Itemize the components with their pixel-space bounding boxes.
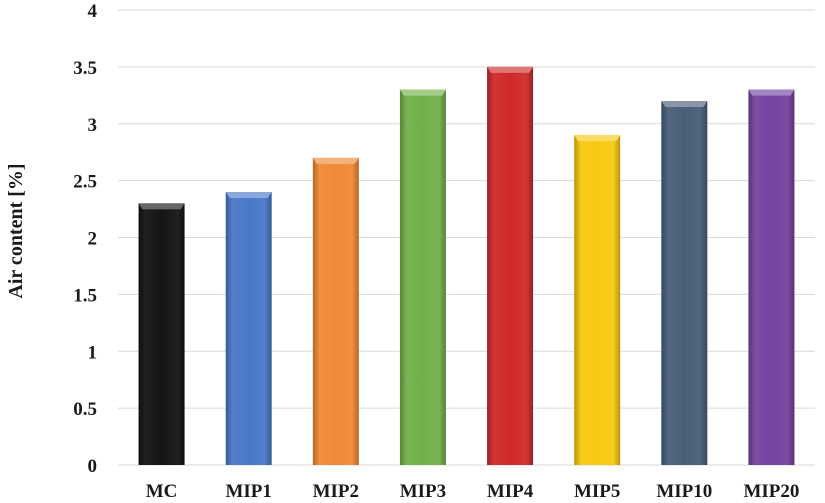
bar-bevel <box>312 157 359 164</box>
bar-bevel <box>225 192 272 198</box>
y-tick-label: 3 <box>88 115 98 136</box>
bar-bevel <box>487 66 534 73</box>
y-tick-label: 1 <box>88 342 98 363</box>
y-tick-label: 4 <box>88 1 98 22</box>
bar-mip5 <box>574 135 621 465</box>
bar-mip3 <box>399 89 446 465</box>
x-tick-label: MIP1 <box>225 481 271 502</box>
y-tick-label: 0 <box>88 456 98 477</box>
gridlines <box>118 9 815 466</box>
y-tick-label: 1.5 <box>73 285 97 306</box>
x-tick-label: MIP5 <box>574 481 620 502</box>
y-tick-label: 2 <box>88 229 98 250</box>
bar-mip2 <box>312 157 359 465</box>
bars <box>138 66 795 465</box>
bar-bevel <box>138 203 185 210</box>
y-tick-label: 3.5 <box>73 58 97 79</box>
bar-mip20 <box>748 89 795 465</box>
bar-bevel <box>574 135 621 142</box>
bar-mip4 <box>487 66 534 465</box>
y-tick-label: 2.5 <box>73 172 97 193</box>
bar-bevel <box>748 89 795 96</box>
x-axis-ticks: MC MIP1 MIP2 MIP3 MIP4 MIP5 MIP10 MIP20 <box>146 481 800 502</box>
x-tick-label: MIP2 <box>313 481 359 502</box>
bar-mc <box>138 203 185 465</box>
bar-mip1 <box>225 192 272 465</box>
y-axis-ticks: 0 0.5 1 1.5 2 2.5 3 3.5 4 <box>73 1 97 477</box>
y-tick-label: 0.5 <box>73 399 97 420</box>
bar-mip10 <box>661 101 708 465</box>
x-tick-label: MC <box>146 481 178 502</box>
y-axis-title: Air content [%] <box>5 163 27 298</box>
x-tick-label: MIP20 <box>743 481 799 502</box>
bar-bevel <box>661 101 708 107</box>
bar-bevel <box>399 89 446 96</box>
x-tick-label: MIP4 <box>487 481 534 502</box>
x-tick-label: MIP10 <box>656 481 712 502</box>
x-tick-label: MIP3 <box>400 481 446 502</box>
